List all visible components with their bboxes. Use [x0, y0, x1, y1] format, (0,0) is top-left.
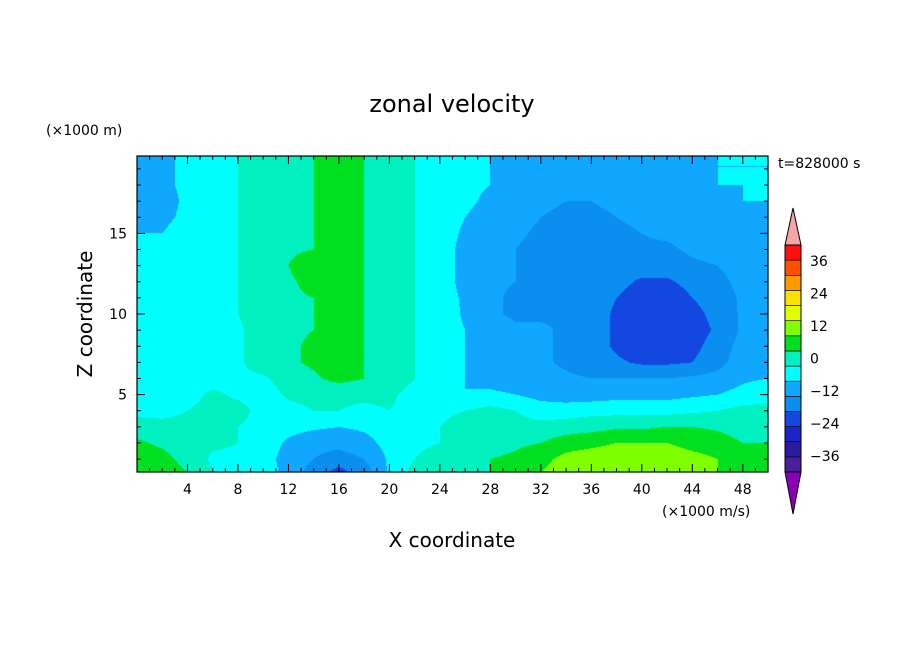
colorbar-bin	[784, 290, 802, 306]
colorbar-bin	[784, 380, 802, 397]
x-tick-label: 16	[330, 482, 348, 498]
colorbar-bin	[784, 441, 802, 458]
colorbar-tick-label: −36	[810, 449, 840, 465]
x-axis-title: X coordinate	[389, 528, 516, 552]
colorbar-bin	[784, 411, 802, 427]
colorbar-bin	[784, 365, 802, 382]
x-tick-label: 40	[633, 482, 651, 498]
y-tick-label: 10	[109, 307, 127, 323]
colorbar-bin	[784, 456, 802, 473]
colorbar-bin	[784, 426, 802, 443]
x-tick-label: 48	[734, 482, 752, 498]
colorbar-bin	[784, 274, 802, 291]
x-tick-label: 36	[582, 482, 600, 498]
colorbar-tick-label: 12	[810, 319, 828, 335]
x-tick-label: 44	[683, 482, 701, 498]
colorbar-bin	[784, 350, 802, 367]
velocity-field	[137, 156, 768, 472]
colorbar-over-arrow	[784, 207, 802, 246]
x-tick-label: 4	[183, 482, 192, 498]
x-tick-label: 12	[280, 482, 298, 498]
colorbar-bin	[784, 320, 802, 337]
colorbar-tick-label: 0	[810, 352, 819, 368]
y-tick-label: 5	[118, 388, 127, 404]
x-axis: 4 8 12 16 20 24 28 32 36 40 44 48	[149, 156, 756, 498]
chart-title: zonal velocity	[369, 90, 534, 118]
colorbar-bin	[784, 244, 802, 261]
x-tick-label: 28	[481, 482, 499, 498]
y-axis-unit-label: (×1000 m)	[46, 123, 122, 139]
y-axis-title: Z coordinate	[73, 251, 97, 378]
colorbar: 36 24 12 0 −12 −24 −36	[784, 207, 840, 515]
velocity-field-raster	[137, 156, 768, 472]
colorbar-tick-label: 36	[810, 254, 828, 270]
colorbar-under-arrow	[784, 471, 802, 515]
x-tick-label: 24	[431, 482, 449, 498]
x-axis-unit-label: (×1000 m/s)	[662, 504, 750, 520]
x-tick-label: 8	[233, 482, 242, 498]
y-tick-label: 15	[109, 226, 127, 242]
colorbar-bin	[784, 396, 802, 412]
colorbar-bin	[784, 335, 802, 352]
colorbar-bin	[784, 305, 802, 321]
x-tick-label: 20	[380, 482, 398, 498]
x-tick-label: 32	[532, 482, 550, 498]
colorbar-tick-label: −24	[810, 416, 840, 432]
colorbar-frame	[784, 244, 802, 473]
colorbar-tick-label: 24	[810, 287, 828, 303]
y-axis: 5 10 15	[109, 168, 768, 460]
colorbar-bin	[784, 259, 802, 276]
time-stamp-label: t=828000 s	[778, 156, 860, 172]
colorbar-tick-label: −12	[810, 384, 840, 400]
